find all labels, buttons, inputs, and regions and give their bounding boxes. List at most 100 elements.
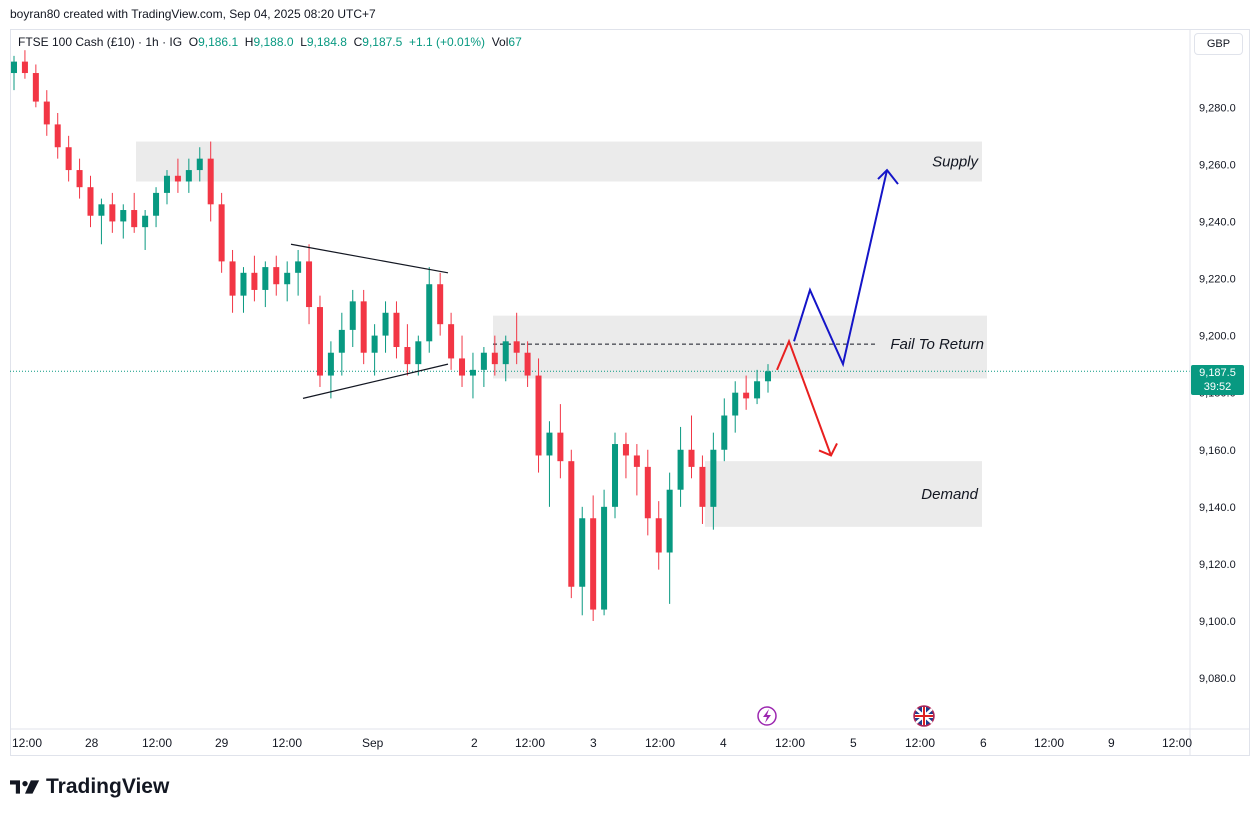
time-tick-label: 12:00 xyxy=(645,736,675,750)
candle-body xyxy=(502,341,509,365)
candle xyxy=(371,324,378,376)
candle xyxy=(459,335,466,387)
price-tick-label: 9,160.0 xyxy=(1199,445,1236,457)
bearish-projection-path[interactable] xyxy=(776,338,832,456)
candle xyxy=(557,404,564,479)
candle-body xyxy=(21,61,28,74)
time-tick-label: 12:00 xyxy=(1034,736,1064,750)
candle-body xyxy=(699,466,706,507)
candle-body xyxy=(163,175,170,193)
time-tick-label: 2 xyxy=(471,736,478,750)
zones-layer: Supply Fail To Return Demand xyxy=(10,141,1190,527)
candle-body xyxy=(622,444,629,456)
candle-body xyxy=(437,284,444,325)
candle-body xyxy=(65,147,72,171)
bullish-projection-path[interactable] xyxy=(793,169,888,368)
events-layer xyxy=(757,705,935,727)
bearish-arrow-head xyxy=(818,443,838,457)
candle-body xyxy=(229,261,236,296)
price-tick-label: 9,100.0 xyxy=(1199,616,1236,628)
candle-body xyxy=(382,312,389,336)
tradingview-logo-icon xyxy=(10,780,40,794)
uk-flag-event-icon[interactable] xyxy=(913,705,935,727)
candle-body xyxy=(43,101,50,125)
candle-body xyxy=(109,204,116,222)
candle-body xyxy=(393,312,400,348)
candle-body xyxy=(306,261,313,308)
candle xyxy=(262,261,269,308)
candle-body xyxy=(644,466,651,519)
symbol-legend: FTSE 100 Cash (£10) · 1h · IG O9,186.1 H… xyxy=(18,35,522,49)
candle xyxy=(426,267,433,353)
candle xyxy=(688,415,695,479)
price-tick-label: 9,120.0 xyxy=(1199,559,1236,571)
candle-body xyxy=(360,301,367,353)
zone-label: Supply xyxy=(932,154,979,171)
candle xyxy=(163,170,170,205)
candle-body xyxy=(196,158,203,171)
candle xyxy=(393,301,400,359)
candle-body xyxy=(710,449,717,507)
candle-body xyxy=(349,301,356,330)
price-tick-label: 9,200.0 xyxy=(1199,331,1236,343)
zone-supply[interactable] xyxy=(136,141,982,182)
bar-countdown: 39:52 xyxy=(1203,381,1232,393)
candle xyxy=(644,449,651,536)
candle-body xyxy=(207,158,214,205)
candle xyxy=(65,135,72,182)
candle xyxy=(284,261,291,302)
candle xyxy=(612,432,619,519)
candle xyxy=(54,112,61,159)
candle-body xyxy=(404,347,411,365)
candle xyxy=(316,295,323,387)
candle xyxy=(502,335,509,382)
time-tick-label: 6 xyxy=(980,736,987,750)
candle xyxy=(579,506,586,616)
triangle-upper-line[interactable] xyxy=(290,243,449,274)
candle-body xyxy=(218,204,225,262)
candle-body xyxy=(655,518,662,553)
candle xyxy=(677,426,684,507)
candle-body xyxy=(546,432,553,456)
candle-body xyxy=(284,272,291,285)
time-tick-label: 29 xyxy=(215,736,229,750)
candle xyxy=(10,55,18,91)
close-label: C xyxy=(353,35,363,49)
bullish-arrow-head xyxy=(877,168,899,185)
candle-body xyxy=(131,210,138,228)
time-tick-label: 5 xyxy=(850,736,857,750)
tradingview-logo[interactable]: TradingView xyxy=(10,775,169,799)
lightning-event-icon[interactable] xyxy=(757,706,777,726)
candle-body xyxy=(524,352,531,376)
candle xyxy=(131,192,138,233)
high-label: H xyxy=(244,35,254,49)
time-tick-label: 12:00 xyxy=(1162,736,1192,750)
candle xyxy=(448,312,455,370)
currency-button[interactable]: GBP xyxy=(1194,33,1243,55)
candle-body xyxy=(568,461,575,587)
candle-body xyxy=(240,272,247,296)
open-label: O xyxy=(188,35,199,49)
candle xyxy=(633,444,640,496)
candles-layer xyxy=(10,50,772,621)
candle-body xyxy=(174,175,181,182)
price-tick-label: 9,240.0 xyxy=(1199,216,1236,228)
candle-body xyxy=(732,392,739,416)
candle xyxy=(87,175,94,228)
candle-body xyxy=(590,518,597,610)
triangle-lower-line[interactable] xyxy=(302,363,449,399)
candle-body xyxy=(459,358,466,376)
candle xyxy=(21,50,28,79)
candle xyxy=(218,192,225,273)
time-axis: 12:00 28 12:00 29 12:00 Sep 2 12:00 3 12:00 4 12:00… xyxy=(10,728,1250,750)
chart-frame xyxy=(10,29,1250,756)
candle-body xyxy=(295,261,302,273)
candle xyxy=(306,244,313,325)
time-tick-label: 4 xyxy=(720,736,727,750)
zone-fail-to-return[interactable] xyxy=(493,315,987,379)
candle-body xyxy=(513,341,520,353)
drawings-layer xyxy=(290,168,899,457)
zone-demand[interactable] xyxy=(705,461,982,527)
candle xyxy=(174,158,181,193)
